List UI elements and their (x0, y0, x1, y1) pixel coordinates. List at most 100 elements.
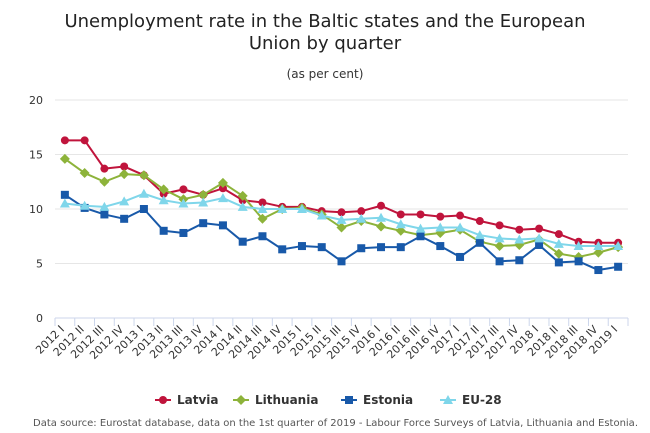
data-point-eu-28 (415, 223, 426, 233)
data-point-latvia (80, 136, 89, 145)
data-point-eu-28 (59, 198, 70, 208)
series-eu-28 (59, 188, 624, 251)
data-point-latvia (416, 210, 425, 219)
data-point-latvia (377, 201, 386, 210)
data-point-lithuania (376, 221, 387, 232)
data-point-estonia (159, 226, 168, 235)
legend-item-latvia[interactable]: Latvia (155, 393, 219, 407)
data-point-latvia (337, 208, 346, 217)
data-point-lithuania (119, 169, 130, 180)
data-point-estonia (456, 252, 465, 261)
y-axis: 0 5 10 15 20 (29, 94, 43, 325)
data-point-estonia (337, 257, 346, 266)
data-point-lithuania (237, 190, 248, 201)
data-source-note: Data source: Eurostat database, data on … (33, 418, 638, 429)
data-point-eu-28 (198, 197, 209, 207)
data-point-latvia (475, 216, 484, 225)
data-point-latvia (515, 225, 524, 234)
data-point-eu-28 (573, 241, 584, 251)
data-point-lithuania (59, 153, 70, 164)
data-point-latvia (218, 184, 227, 193)
data-point-eu-28 (217, 193, 228, 203)
data-point-estonia (475, 238, 484, 247)
legend-item-estonia[interactable]: Estonia (341, 393, 413, 407)
data-point-eu-28 (119, 196, 130, 206)
data-point-eu-28 (99, 201, 110, 211)
y-tick-label: 5 (36, 258, 43, 271)
data-point-latvia (120, 162, 129, 171)
legend-label: Estonia (363, 393, 413, 407)
data-point-estonia (179, 228, 188, 237)
data-point-lithuania (593, 247, 604, 258)
data-point-latvia (396, 210, 405, 219)
data-point-latvia (179, 185, 188, 194)
data-point-estonia (317, 243, 326, 252)
data-point-lithuania (494, 241, 505, 252)
data-point-latvia (436, 212, 445, 221)
data-point-lithuania (217, 177, 228, 188)
data-point-lithuania (336, 222, 347, 233)
data-point-eu-28 (613, 241, 624, 251)
data-point-estonia (515, 256, 524, 265)
data-point-estonia (535, 240, 544, 249)
y-tick-label: 15 (29, 149, 43, 162)
data-point-latvia (357, 207, 366, 216)
data-point-eu-28 (356, 213, 367, 223)
legend-item-eu-28[interactable]: EU-28 (440, 393, 502, 407)
chart-title-line-2: Union by quarter (249, 33, 402, 54)
y-tick-label: 10 (29, 203, 43, 216)
data-point-lithuania (257, 213, 268, 224)
data-point-estonia (416, 232, 425, 241)
data-point-eu-28 (494, 233, 505, 243)
data-point-estonia (278, 245, 287, 254)
data-point-eu-28 (395, 219, 406, 229)
data-point-eu-28 (237, 201, 248, 211)
data-point-eu-28 (277, 204, 288, 213)
legend-marker (159, 396, 167, 404)
data-point-estonia (120, 214, 129, 223)
data-point-estonia (139, 205, 148, 213)
data-point-eu-28 (474, 230, 485, 240)
data-point-lithuania (198, 189, 209, 200)
data-point-estonia (100, 210, 109, 219)
legend-label: Lithuania (255, 393, 318, 407)
data-point-lithuania (79, 168, 90, 179)
data-point-estonia (396, 243, 405, 252)
data-point-eu-28 (178, 198, 189, 208)
data-point-estonia (574, 257, 583, 266)
data-point-estonia (258, 232, 267, 241)
data-point-lithuania (138, 170, 149, 181)
data-point-lithuania (395, 225, 406, 236)
y-tick-label: 0 (36, 312, 43, 325)
data-point-eu-28 (534, 233, 545, 243)
data-point-eu-28 (593, 241, 604, 251)
data-point-eu-28 (316, 210, 327, 220)
data-point-latvia (535, 224, 544, 233)
data-point-eu-28 (435, 222, 446, 232)
data-point-latvia (60, 136, 69, 145)
data-point-eu-28 (336, 214, 347, 224)
data-point-estonia (554, 258, 563, 267)
legend-label: EU-28 (462, 393, 502, 407)
data-point-estonia (377, 243, 386, 252)
data-point-estonia (60, 190, 69, 199)
y-tick-label: 20 (29, 94, 43, 107)
data-point-eu-28 (455, 222, 466, 232)
data-point-eu-28 (79, 200, 90, 210)
data-point-latvia (495, 221, 504, 230)
legend-marker (443, 395, 453, 404)
data-point-estonia (614, 262, 623, 271)
data-point-lithuania (99, 176, 110, 187)
data-point-latvia (456, 211, 465, 220)
data-point-eu-28 (376, 212, 387, 222)
data-point-eu-28 (514, 234, 525, 244)
data-point-estonia (495, 257, 504, 266)
data-point-latvia (100, 164, 109, 173)
data-point-estonia (594, 266, 603, 275)
data-point-estonia (238, 237, 247, 246)
data-point-eu-28 (158, 195, 169, 205)
legend-item-lithuania[interactable]: Lithuania (233, 393, 318, 407)
legend-label: Latvia (177, 393, 219, 407)
